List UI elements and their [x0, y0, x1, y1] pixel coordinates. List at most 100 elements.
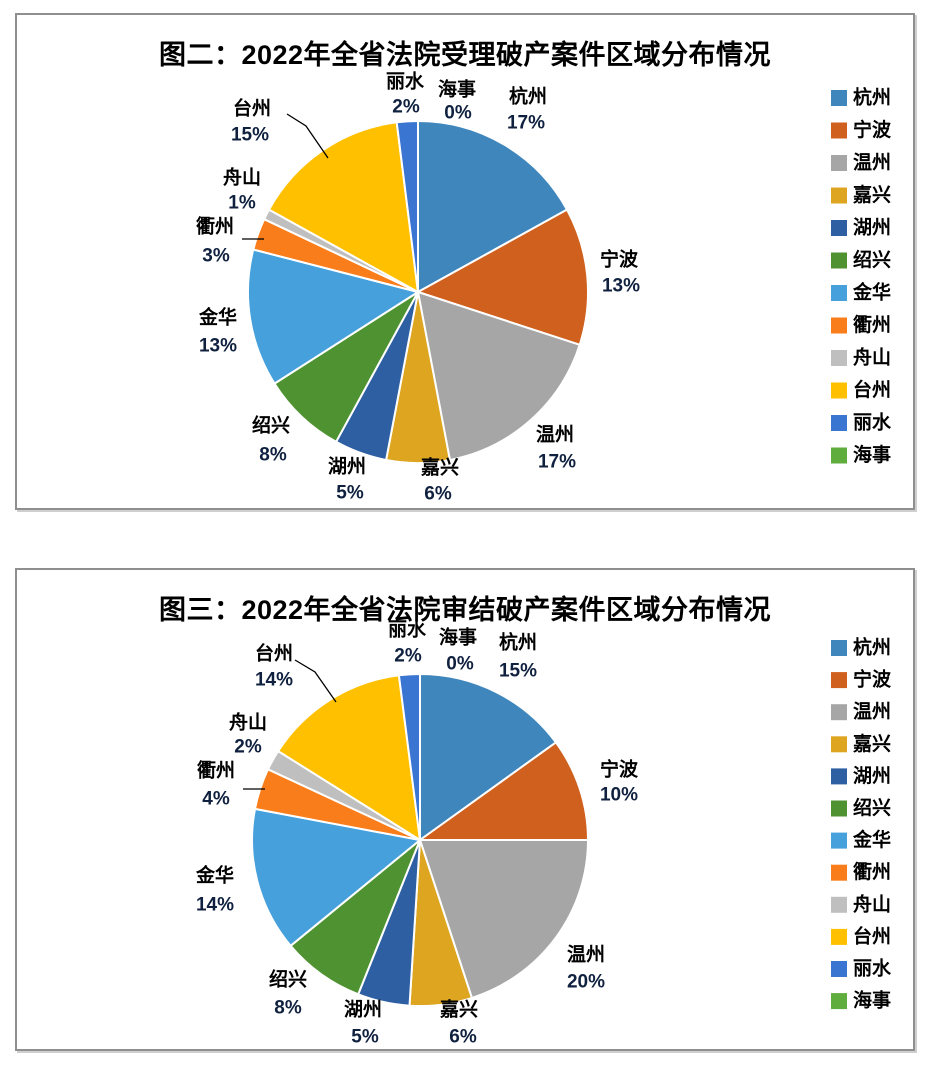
slice-label-value-6: 14%: [196, 895, 234, 916]
pie-slice-9: [277, 674, 421, 841]
slice-label-value-9: 15%: [231, 125, 269, 146]
slice-label-value-8: 1%: [228, 193, 256, 214]
label-leader-line: [294, 659, 337, 703]
slice-label-name-1: 宁波: [600, 758, 639, 781]
slice-label-name-3: 嘉兴: [439, 999, 478, 1021]
legend-label-1: 宁波: [853, 668, 892, 691]
legend-label-10: 丽水: [853, 958, 892, 980]
slice-label-value-8: 2%: [234, 737, 262, 758]
slice-label-name-6: 金华: [198, 306, 237, 329]
legend-swatch-8: [831, 896, 847, 913]
slice-label-value-4: 5%: [336, 483, 364, 504]
legend-swatch-10: [831, 961, 847, 977]
legend-label-3: 嘉兴: [852, 733, 891, 755]
legend-label-3: 嘉兴: [852, 184, 891, 206]
legend-swatch-0: [831, 640, 847, 656]
legend-label-4: 湖州: [853, 217, 891, 239]
pie-slice-2: [417, 291, 581, 461]
slice-label-name-3: 嘉兴: [420, 457, 459, 479]
legend-swatch-2: [831, 155, 847, 171]
pie-slice-0: [417, 120, 568, 293]
slice-label-value-1: 13%: [602, 276, 640, 297]
slice-label-name-10: 丽水: [388, 619, 427, 641]
slice-label-name-7: 衢州: [197, 759, 235, 782]
legend-swatch-5: [831, 252, 847, 269]
legend-swatch-1: [831, 122, 847, 139]
slice-label-value-7: 3%: [202, 246, 230, 267]
figure2-title: 图二：2022年全省法院受理破产案件区域分布情况: [158, 40, 772, 70]
pie-slice-1: [419, 741, 589, 841]
slice-label-value-6: 13%: [199, 336, 237, 357]
legend-swatch-2: [831, 704, 847, 721]
legend-swatch-11: [831, 993, 847, 1010]
legend-label-0: 杭州: [853, 86, 891, 109]
slice-label-name-2: 温州: [567, 944, 605, 966]
slice-label-value-10: 2%: [394, 646, 422, 667]
pie-slice-2: [419, 839, 589, 999]
slice-label-value-2: 17%: [538, 452, 576, 473]
slice-label-name-9: 台州: [255, 642, 293, 665]
slice-label-value-4: 5%: [351, 1027, 379, 1046]
legend-label-6: 金华: [852, 828, 891, 851]
slice-label-value-11: 0%: [446, 654, 474, 675]
legend-label-11: 海事: [853, 443, 891, 466]
pie-slice-6: [246, 248, 419, 385]
slice-label-name-0: 杭州: [499, 631, 537, 654]
legend-swatch-7: [831, 864, 847, 881]
legend-label-8: 舟山: [853, 892, 891, 915]
slice-label-name-11: 海事: [438, 78, 476, 101]
legend-swatch-9: [831, 928, 847, 945]
pie-slice-6: [251, 807, 421, 947]
slice-label-name-8: 舟山: [229, 711, 267, 734]
legend-label-6: 金华: [852, 281, 891, 304]
pie-slice-0: [419, 673, 557, 841]
slice-label-value-0: 17%: [507, 113, 545, 134]
slice-label-name-8: 舟山: [223, 166, 261, 189]
slice-label-name-7: 衢州: [196, 215, 234, 238]
label-leader-line: [286, 113, 329, 159]
slice-label-value-10: 2%: [392, 97, 420, 118]
slice-label-value-5: 8%: [274, 998, 302, 1019]
legend-label-4: 湖州: [853, 765, 891, 787]
slice-label-name-5: 绍兴: [269, 968, 307, 991]
legend-label-11: 海事: [853, 989, 891, 1012]
slice-label-name-11: 海事: [439, 626, 477, 649]
pie-slice-1: [417, 208, 590, 346]
figure3-title: 图三：2022年全省法院审结破产案件区域分布情况: [158, 595, 772, 625]
legend-swatch-4: [831, 220, 847, 236]
legend-swatch-7: [831, 317, 847, 334]
slice-label-value-5: 8%: [259, 445, 287, 466]
slice-label-value-11: 0%: [444, 103, 472, 124]
figure2-panel: 图二：2022年全省法院受理破产案件区域分布情况 杭州 17% 宁波 13% 温州 17%…: [15, 13, 915, 510]
legend-swatch-3: [831, 187, 847, 204]
legend-label-9: 台州: [853, 924, 891, 947]
slice-label-name-2: 温州: [536, 424, 574, 446]
slice-label-name-4: 湖州: [328, 456, 366, 478]
slice-label-value-7: 4%: [202, 789, 230, 810]
slice-label-name-10: 丽水: [386, 71, 425, 93]
figure3-panel: 图三：2022年全省法院审结破产案件区域分布情况 杭州 15% 宁波 10% 温州 20%…: [15, 568, 915, 1051]
legend-label-0: 杭州: [853, 636, 891, 659]
legend-swatch-4: [831, 768, 847, 785]
slice-label-name-5: 绍兴: [252, 414, 290, 437]
figure3-pie-chart: 杭州 15% 宁波 10% 温州 20% 嘉兴 6% 湖州 5% 绍兴 8% 金华 14% 衢州 4% 舟山 2%…: [195, 619, 892, 1046]
slice-label-name-9: 台州: [233, 97, 271, 120]
slice-label-name-4: 湖州: [344, 999, 382, 1021]
slice-label-value-3: 6%: [449, 1027, 477, 1046]
legend-label-2: 温州: [853, 152, 891, 174]
legend-swatch-6: [831, 285, 847, 301]
slice-label-name-1: 宁波: [600, 248, 639, 271]
legend-label-1: 宁波: [853, 118, 892, 141]
legend-label-7: 衢州: [853, 860, 891, 883]
slice-label-value-1: 10%: [600, 785, 638, 806]
figure2-pie-chart: 杭州 17% 宁波 13% 温州 17% 嘉兴 6% 湖州 5% 绍兴 8% 金华 13% 衢州 3% 舟山 1%…: [196, 71, 892, 505]
legend-swatch-5: [831, 800, 847, 817]
slice-label-value-0: 15%: [499, 661, 537, 682]
legend-swatch-0: [831, 90, 847, 106]
legend-label-2: 温州: [853, 701, 891, 723]
slice-label-name-0: 杭州: [509, 85, 547, 108]
legend-label-8: 舟山: [853, 346, 891, 369]
legend-swatch-9: [831, 382, 847, 399]
legend-swatch-10: [831, 415, 847, 431]
legend-label-10: 丽水: [853, 412, 892, 434]
